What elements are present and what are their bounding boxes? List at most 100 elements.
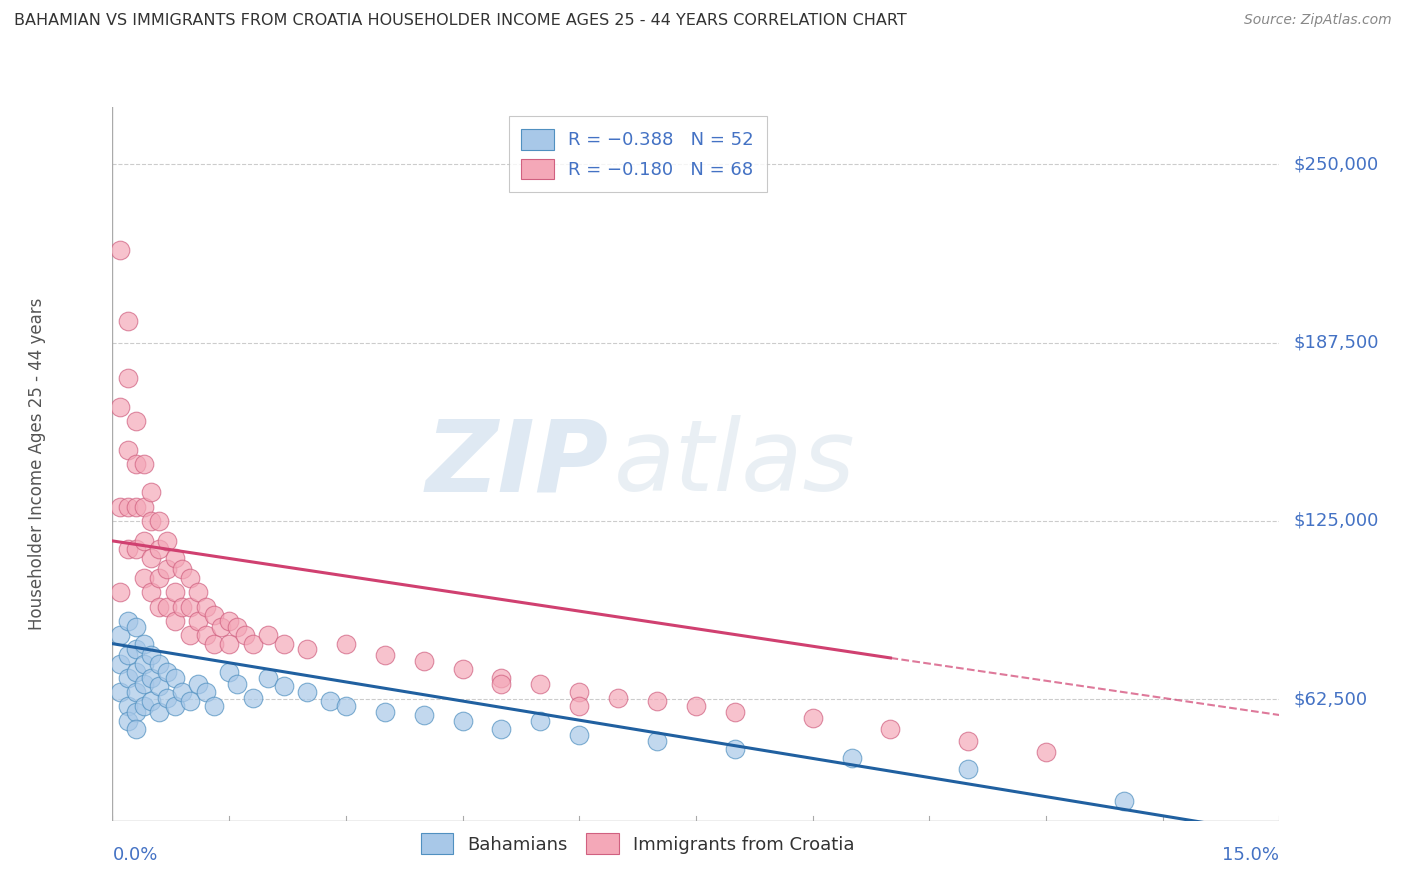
Point bbox=[117, 614, 139, 628]
Point bbox=[187, 614, 209, 628]
Text: Householder Income Ages 25 - 44 years: Householder Income Ages 25 - 44 years bbox=[28, 298, 45, 630]
Point bbox=[841, 751, 863, 765]
Point bbox=[273, 637, 295, 651]
Text: 15.0%: 15.0% bbox=[1222, 846, 1279, 863]
Point bbox=[273, 680, 295, 694]
Point bbox=[141, 694, 163, 708]
Point bbox=[645, 733, 668, 747]
Point bbox=[125, 705, 148, 719]
Point bbox=[132, 637, 155, 651]
Point bbox=[141, 514, 163, 528]
Point bbox=[242, 637, 264, 651]
Point bbox=[295, 642, 318, 657]
Point bbox=[132, 676, 155, 690]
Point bbox=[179, 571, 201, 585]
Point bbox=[607, 690, 630, 705]
Text: $125,000: $125,000 bbox=[1294, 512, 1379, 530]
Point bbox=[117, 648, 139, 662]
Point bbox=[194, 599, 217, 614]
Point bbox=[257, 671, 280, 685]
Point bbox=[1035, 745, 1057, 759]
Point bbox=[374, 648, 396, 662]
Point bbox=[141, 671, 163, 685]
Point bbox=[374, 705, 396, 719]
Point bbox=[218, 665, 240, 680]
Point bbox=[451, 662, 474, 676]
Point bbox=[110, 500, 132, 514]
Point bbox=[412, 708, 434, 723]
Point bbox=[117, 699, 139, 714]
Point bbox=[125, 665, 148, 680]
Point bbox=[132, 457, 155, 471]
Point bbox=[110, 685, 132, 699]
Point bbox=[529, 676, 551, 690]
Point bbox=[117, 500, 139, 514]
Point bbox=[110, 243, 132, 257]
Point bbox=[148, 680, 170, 694]
Point bbox=[568, 728, 591, 742]
Point bbox=[645, 694, 668, 708]
Point bbox=[163, 614, 186, 628]
Point bbox=[141, 551, 163, 566]
Point bbox=[179, 599, 201, 614]
Point bbox=[233, 628, 256, 642]
Point bbox=[172, 562, 194, 576]
Point bbox=[724, 742, 747, 756]
Point bbox=[125, 723, 148, 737]
Text: BAHAMIAN VS IMMIGRANTS FROM CROATIA HOUSEHOLDER INCOME AGES 25 - 44 YEARS CORREL: BAHAMIAN VS IMMIGRANTS FROM CROATIA HOUS… bbox=[14, 13, 907, 29]
Point bbox=[163, 585, 186, 599]
Point bbox=[179, 694, 201, 708]
Point bbox=[125, 685, 148, 699]
Point bbox=[148, 705, 170, 719]
Point bbox=[156, 533, 179, 548]
Point bbox=[226, 676, 249, 690]
Point bbox=[568, 685, 591, 699]
Point bbox=[451, 714, 474, 728]
Point bbox=[125, 414, 148, 428]
Point bbox=[125, 457, 148, 471]
Point bbox=[132, 657, 155, 671]
Text: Source: ZipAtlas.com: Source: ZipAtlas.com bbox=[1244, 13, 1392, 28]
Point bbox=[125, 542, 148, 557]
Point bbox=[148, 599, 170, 614]
Point bbox=[117, 314, 139, 328]
Point bbox=[110, 628, 132, 642]
Point bbox=[568, 699, 591, 714]
Point bbox=[148, 542, 170, 557]
Point bbox=[202, 637, 225, 651]
Point bbox=[187, 676, 209, 690]
Point bbox=[295, 685, 318, 699]
Point bbox=[110, 400, 132, 414]
Point bbox=[412, 654, 434, 668]
Point bbox=[117, 714, 139, 728]
Point bbox=[172, 599, 194, 614]
Point bbox=[218, 637, 240, 651]
Text: $250,000: $250,000 bbox=[1294, 155, 1379, 173]
Point bbox=[957, 762, 980, 776]
Point bbox=[491, 671, 513, 685]
Point bbox=[163, 671, 186, 685]
Point bbox=[125, 642, 148, 657]
Point bbox=[529, 714, 551, 728]
Point bbox=[335, 699, 357, 714]
Point bbox=[156, 690, 179, 705]
Point bbox=[132, 533, 155, 548]
Point bbox=[957, 733, 980, 747]
Point bbox=[148, 657, 170, 671]
Point bbox=[724, 705, 747, 719]
Text: ZIP: ZIP bbox=[426, 416, 609, 512]
Point bbox=[319, 694, 342, 708]
Point bbox=[202, 608, 225, 623]
Point bbox=[117, 542, 139, 557]
Point bbox=[125, 619, 148, 633]
Point bbox=[117, 671, 139, 685]
Point bbox=[1112, 794, 1135, 808]
Point bbox=[125, 500, 148, 514]
Point bbox=[242, 690, 264, 705]
Point bbox=[194, 628, 217, 642]
Point bbox=[156, 562, 179, 576]
Point bbox=[141, 485, 163, 500]
Point bbox=[148, 514, 170, 528]
Point bbox=[179, 628, 201, 642]
Point bbox=[132, 699, 155, 714]
